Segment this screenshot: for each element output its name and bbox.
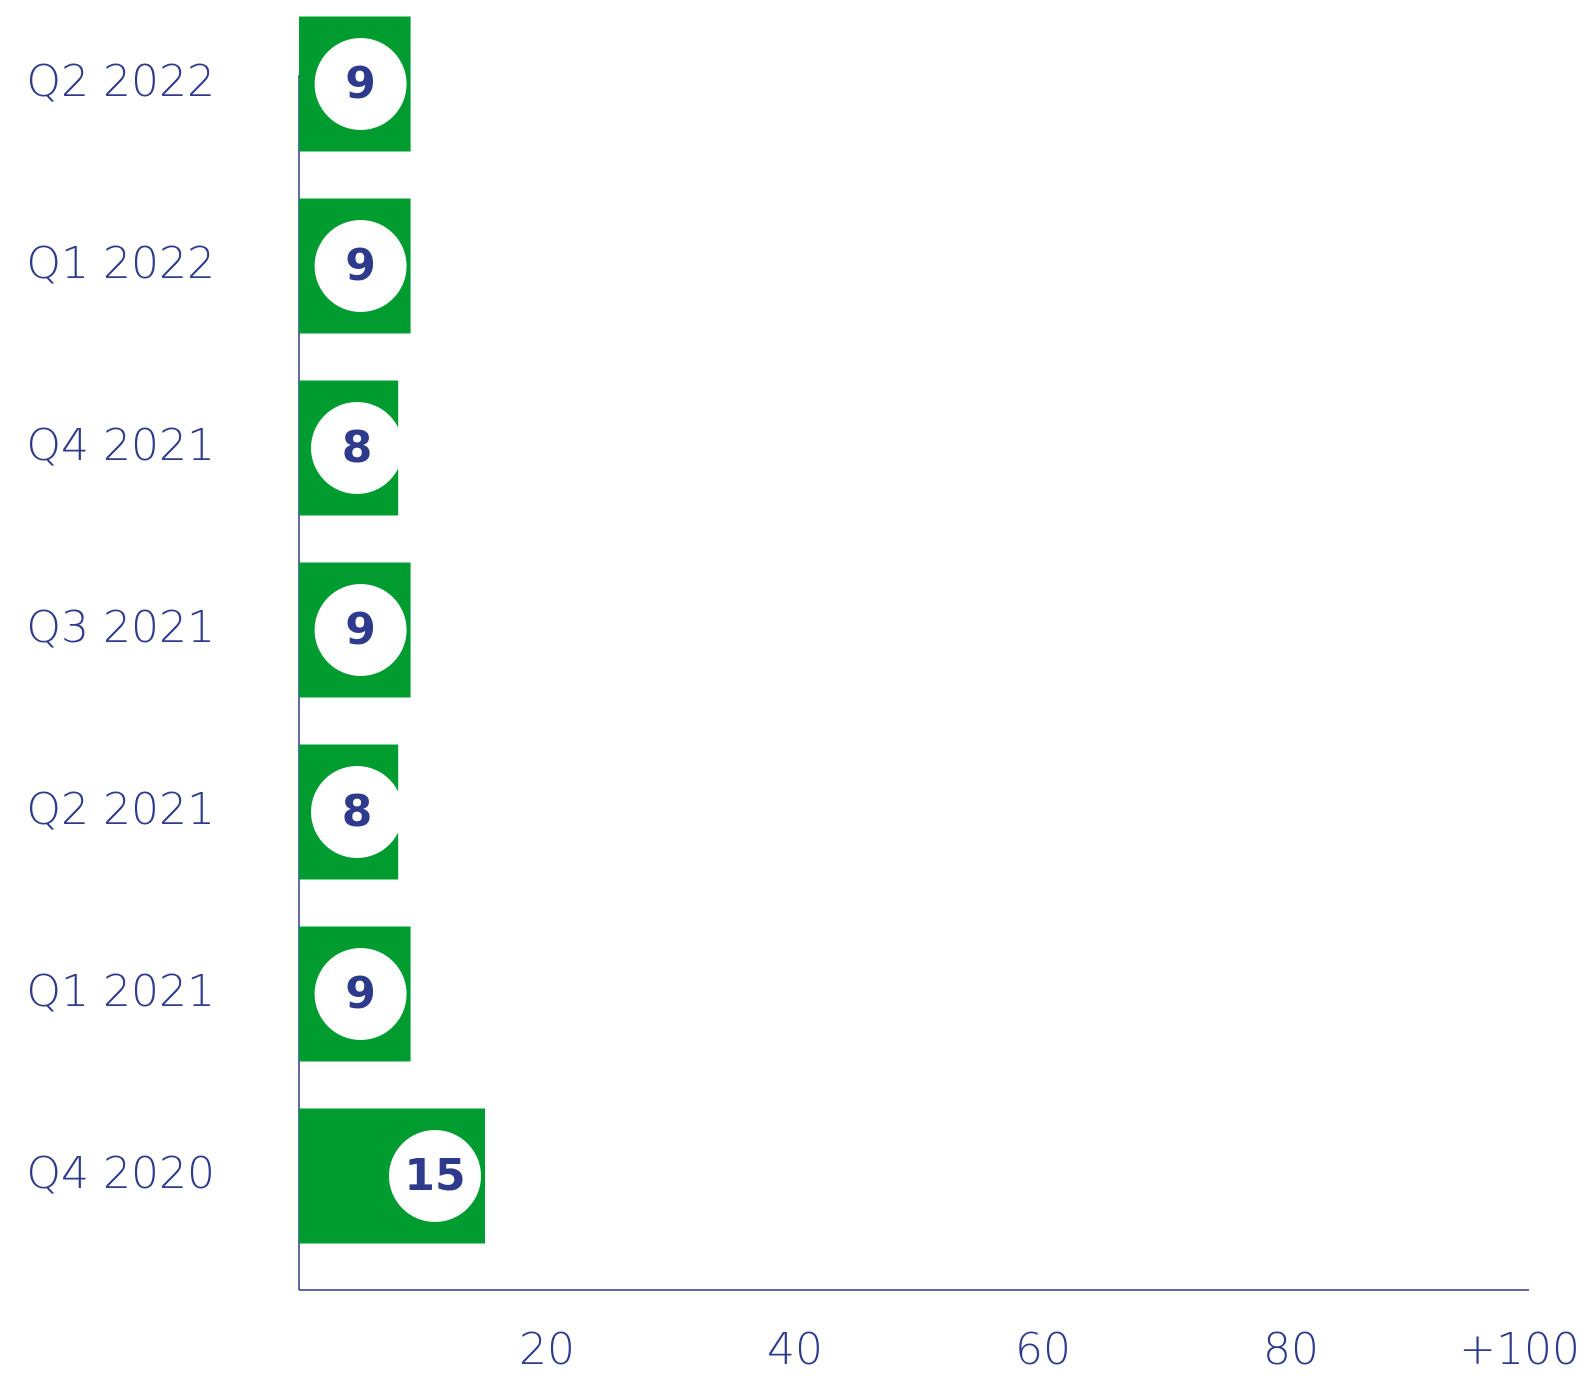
value-label: 15 bbox=[404, 1150, 465, 1201]
value-label: 9 bbox=[345, 58, 376, 109]
value-label: 9 bbox=[345, 240, 376, 291]
x-tick-label: 20 bbox=[519, 1324, 575, 1375]
value-badge bbox=[311, 402, 403, 494]
value-label: 8 bbox=[342, 422, 373, 473]
y-tick-label: Q2 2021 bbox=[26, 784, 215, 835]
x-tick-label: +100 bbox=[1459, 1324, 1580, 1375]
x-tick-label: 60 bbox=[1015, 1324, 1071, 1375]
value-badge bbox=[314, 948, 407, 1040]
y-tick-label: Q1 2021 bbox=[26, 966, 215, 1017]
y-tick-label: Q1 2022 bbox=[26, 238, 215, 289]
y-tick-label: Q4 2021 bbox=[26, 420, 215, 471]
value-label: 9 bbox=[345, 968, 376, 1019]
y-tick-label: Q4 2020 bbox=[26, 1148, 215, 1199]
y-tick-label: Q2 2022 bbox=[26, 56, 215, 107]
value-badge bbox=[314, 220, 407, 312]
x-tick-label: 40 bbox=[767, 1324, 823, 1375]
value-badge bbox=[389, 1130, 481, 1222]
y-tick-label: Q3 2021 bbox=[26, 602, 215, 653]
value-label: 8 bbox=[342, 786, 373, 837]
x-tick-label: 80 bbox=[1263, 1324, 1319, 1375]
value-badge bbox=[314, 584, 407, 676]
value-label: 9 bbox=[345, 604, 376, 655]
value-badge bbox=[314, 38, 407, 130]
value-badge bbox=[311, 766, 403, 858]
